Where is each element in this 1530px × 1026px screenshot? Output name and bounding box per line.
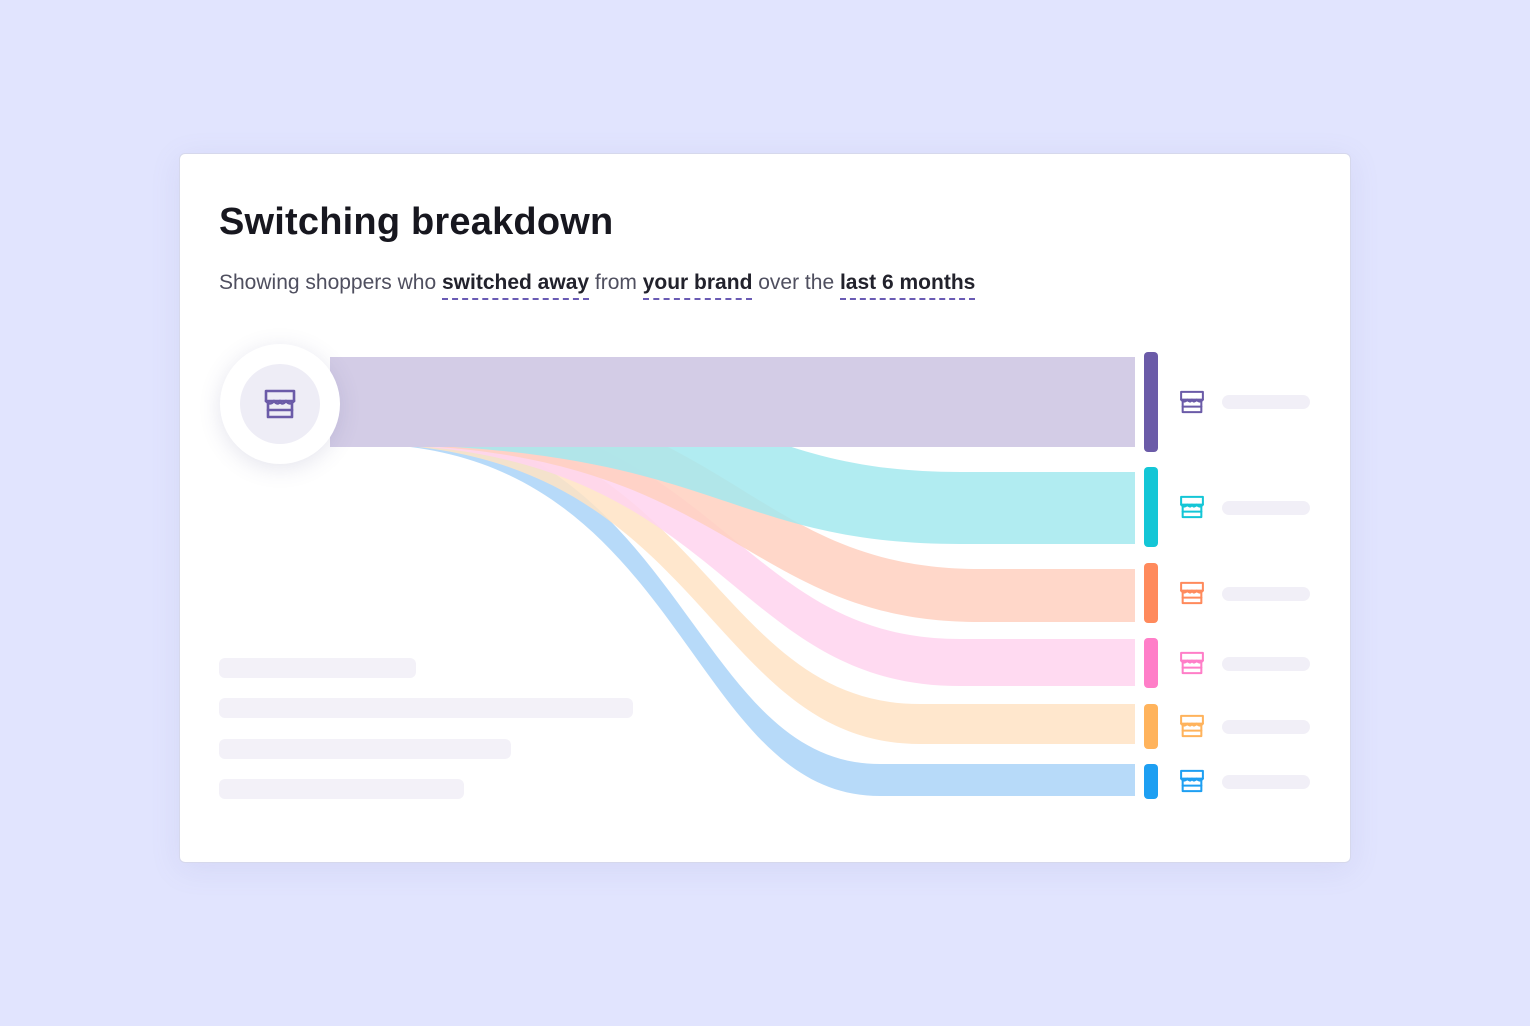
flow-band-4 — [330, 399, 1135, 686]
store-icon — [264, 389, 296, 419]
destination-3-bar — [1144, 563, 1158, 623]
subtitle-prefix: Showing shoppers who — [219, 271, 442, 294]
store-icon — [1180, 714, 1204, 738]
source-brand-inner — [240, 364, 320, 444]
destination-1-bar — [1144, 352, 1158, 452]
store-icon — [1180, 581, 1204, 605]
destination-3-label-placeholder — [1222, 587, 1310, 601]
destination-5-bar — [1144, 704, 1158, 749]
subtitle-middle-1: from — [589, 271, 643, 294]
summary-placeholder-line-2 — [219, 698, 633, 718]
summary-placeholder-line-3 — [219, 739, 511, 759]
store-icon — [1180, 390, 1204, 414]
switch-direction-selector[interactable]: switched away — [441, 271, 590, 300]
store-icon — [1180, 769, 1204, 793]
destination-6-bar — [1144, 764, 1158, 799]
store-icon — [1180, 651, 1204, 675]
store-icon — [1180, 495, 1204, 519]
subtitle-middle-2: over the — [752, 271, 840, 294]
card-subtitle: Showing shoppers who switched away from … — [219, 271, 976, 300]
summary-placeholder-line-4 — [219, 779, 464, 799]
destination-2-bar — [1144, 467, 1158, 547]
brand-selector[interactable]: your brand — [642, 271, 753, 300]
destination-6-label-placeholder — [1222, 775, 1310, 789]
switching-breakdown-card: Switching breakdown Showing shoppers who… — [179, 153, 1351, 863]
destination-2-label-placeholder — [1222, 501, 1310, 515]
summary-placeholder-line-1 — [219, 658, 416, 678]
destination-5-label-placeholder — [1222, 720, 1310, 734]
time-period-selector[interactable]: last 6 months — [839, 271, 976, 300]
destination-1-label-placeholder — [1222, 395, 1310, 409]
card-title: Switching breakdown — [219, 201, 614, 243]
source-brand-node[interactable] — [220, 344, 340, 464]
destination-4-bar — [1144, 638, 1158, 688]
destination-4-label-placeholder — [1222, 657, 1310, 671]
switching-flow-chart — [330, 357, 1135, 796]
flow-band-1 — [330, 357, 1135, 447]
